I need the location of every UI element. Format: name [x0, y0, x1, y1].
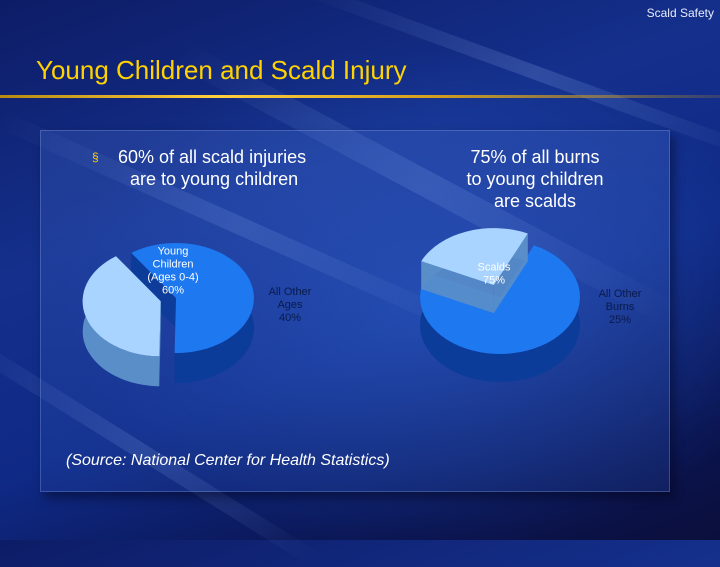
pie-2-slice-1-label-line: Scalds [477, 262, 511, 274]
pie-2-slice-2 [421, 228, 528, 314]
pie-1-slice-1-label-line: (Ages 0-4) [147, 272, 198, 284]
pie-1-slice-2-label-line: 40% [279, 312, 301, 324]
pie-1-slice-1 [131, 243, 254, 383]
pie-2-slice-1-label-line: 75% [483, 275, 505, 287]
pie-1-slice-1-label-line: Young [158, 246, 189, 258]
pie-1-slice-2-label: All Other Ages 40% [269, 286, 312, 324]
bullet-icon: § [92, 150, 99, 164]
title-underline [0, 95, 720, 98]
left-statement-line-1: 60% of all scald injuries [118, 147, 307, 167]
pie-2-slice-2-label-line: All Other [599, 288, 642, 300]
pie-1-slice-2 [82, 256, 161, 387]
pie-charts: Young Children (Ages 0-4) 60% All Other Ages 4… [82, 228, 642, 387]
pie-2-slice-2-label-line: Burns [606, 301, 635, 313]
slide-corner-label: Scald Safety [646, 6, 714, 20]
pie-1-slice-2-label-line: Ages [277, 299, 303, 311]
pie-2-slice-2-label: All Other Burns 25% [599, 288, 642, 326]
right-statement-line-2: to young children [466, 169, 604, 189]
slide-title: Young Children and Scald Injury [36, 55, 407, 85]
left-statement: § 60% of all scald injuries are to young… [92, 146, 362, 190]
pie-2-slice-1-label: Scalds 75% [477, 262, 511, 287]
pie-1-slice-1-label: Young Children (Ages 0-4) 60% [147, 246, 198, 297]
right-statement: 75% of all burns to young children are s… [420, 146, 650, 212]
pie-1-slice-1-label-line: Children [153, 259, 194, 271]
right-statement-line-3: are scalds [493, 191, 577, 211]
pie-1-slice-1-label-line: 60% [162, 285, 184, 297]
source-citation: (Source: National Center for Health Stat… [66, 452, 390, 469]
pie-1-slice-2-label-line: All Other [269, 286, 312, 298]
right-statement-line-1: 75% of all burns [470, 147, 600, 167]
left-statement-line-2: are to young children [130, 169, 299, 189]
pie-2-slice-2-label-line: 25% [609, 314, 631, 326]
